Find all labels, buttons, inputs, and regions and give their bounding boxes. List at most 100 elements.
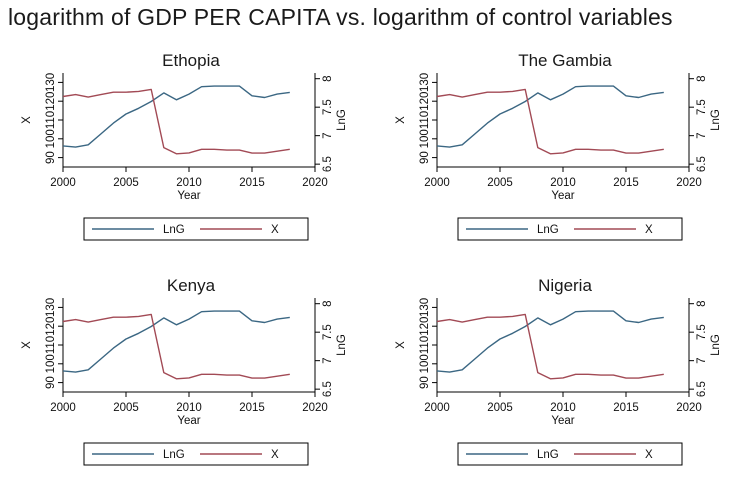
left-tick-label: 100: [45, 354, 57, 373]
left-tick-label: 130: [45, 298, 57, 317]
left-tick-label: 130: [419, 298, 431, 317]
panel-ethopia: Ethopia 2000 2005 2010 2015 2020 Year 90 100 110 1…: [0, 44, 374, 270]
legend-box: [83, 217, 309, 241]
right-tick-label: 6.5: [322, 156, 334, 172]
x-tick-label: 2020: [676, 402, 702, 414]
x-tick-label: 2005: [113, 177, 139, 189]
right-tick-label: 7.5: [322, 324, 334, 340]
left-tick-label: 130: [45, 73, 57, 92]
legend-label-lng: LnG: [537, 224, 559, 236]
x-tick-label: 2000: [50, 177, 76, 189]
panel-kenya: Kenya 2000 2005 2010 2015 2020 Year 90 100 110 120…: [0, 269, 374, 495]
left-tick-label: 120: [45, 317, 57, 336]
left-axis-label: X: [395, 341, 407, 349]
right-tick-label: 8: [696, 300, 708, 306]
left-tick-label: 120: [419, 317, 431, 336]
series-line-lng: [436, 310, 664, 373]
series-line-lng: [62, 310, 290, 373]
legend-label-x: X: [645, 449, 653, 461]
left-tick-label: 110: [45, 336, 57, 354]
right-tick-label: 7: [322, 357, 334, 363]
x-axis-label: Year: [177, 190, 200, 202]
left-tick-label: 110: [419, 111, 431, 129]
left-tick-label: 100: [419, 354, 431, 373]
legend-label-lng: LnG: [163, 224, 185, 236]
left-tick-label: 110: [419, 336, 431, 354]
x-tick-label: 2000: [424, 402, 450, 414]
legend-label-lng: LnG: [163, 449, 185, 461]
panel-nigeria: Nigeria 2000 2005 2010 2015 2020 Year 90 100 110 1…: [374, 269, 748, 495]
right-axis-label: LnG: [336, 109, 348, 131]
left-tick-label: 90: [45, 151, 57, 164]
x-tick-label: 2010: [550, 177, 576, 189]
legend-box: [457, 217, 683, 241]
x-tick-label: 2005: [487, 402, 513, 414]
right-tick-label: 8: [696, 75, 708, 81]
series-line-x: [436, 88, 664, 155]
right-axis-label: LnG: [710, 109, 722, 131]
left-tick-label: 120: [419, 92, 431, 111]
x-axis-label: Year: [177, 415, 200, 427]
left-tick-label: 110: [45, 111, 57, 129]
right-tick-label: 7.5: [696, 324, 708, 340]
x-tick-label: 2015: [613, 177, 639, 189]
chart-svg: Kenya 2000 2005 2010 2015 2020 Year 90 100110120…: [21, 276, 348, 466]
x-tick-label: 2010: [176, 402, 202, 414]
left-tick-label: 130: [419, 73, 431, 92]
right-tick-label: 7: [696, 132, 708, 138]
x-tick-label: 2010: [550, 402, 576, 414]
right-tick-label: 6.5: [696, 156, 708, 172]
left-tick-label: 120: [45, 92, 57, 111]
legend-label-x: X: [645, 224, 653, 236]
legend-label-x: X: [271, 224, 279, 236]
x-tick-label: 2010: [176, 177, 202, 189]
series-line-x: [436, 313, 664, 380]
x-tick-label: 2020: [302, 402, 328, 414]
right-axis-label: LnG: [336, 334, 348, 356]
right-axis-label: LnG: [710, 334, 722, 356]
right-tick-label: 8: [322, 75, 334, 81]
x-tick-label: 2000: [50, 402, 76, 414]
right-tick-label: 8: [322, 300, 334, 306]
legend-box: [83, 442, 309, 466]
x-tick-label: 2020: [676, 177, 702, 189]
panel-the-gambia: The Gambia 2000 2005 2010 2015 2020 Year 90 100 1…: [374, 44, 748, 270]
right-tick-label: 7.5: [696, 99, 708, 115]
legend-label-lng: LnG: [537, 449, 559, 461]
series-line-x: [62, 313, 290, 380]
x-tick-label: 2005: [113, 402, 139, 414]
left-axis-label: X: [395, 116, 407, 124]
legend-label-x: X: [271, 449, 279, 461]
panel-title: Ethopia: [162, 51, 220, 70]
series-line-x: [62, 88, 290, 155]
x-tick-label: 2000: [424, 177, 450, 189]
series-line-lng: [436, 85, 664, 148]
right-tick-label: 7: [322, 132, 334, 138]
x-tick-label: 2005: [487, 177, 513, 189]
x-axis-label: Year: [551, 190, 574, 202]
series-line-lng: [62, 85, 290, 148]
right-tick-label: 7.5: [322, 99, 334, 115]
x-tick-label: 2015: [613, 402, 639, 414]
left-tick-label: 90: [419, 376, 431, 389]
left-tick-label: 100: [45, 129, 57, 148]
x-tick-label: 2015: [239, 402, 265, 414]
legend-box: [457, 442, 683, 466]
right-tick-label: 7: [696, 357, 708, 363]
right-tick-label: 6.5: [322, 381, 334, 397]
x-tick-label: 2015: [239, 177, 265, 189]
x-tick-label: 2020: [302, 177, 328, 189]
left-tick-label: 100: [419, 129, 431, 148]
left-axis-label: X: [21, 116, 33, 124]
left-tick-label: 90: [45, 376, 57, 389]
left-axis-label: X: [21, 341, 33, 349]
panel-title: The Gambia: [518, 51, 612, 70]
left-tick-label: 90: [419, 151, 431, 164]
panel-title: Kenya: [167, 276, 216, 295]
right-tick-label: 6.5: [696, 381, 708, 397]
x-axis-label: Year: [551, 415, 574, 427]
panel-title: Nigeria: [538, 276, 592, 295]
